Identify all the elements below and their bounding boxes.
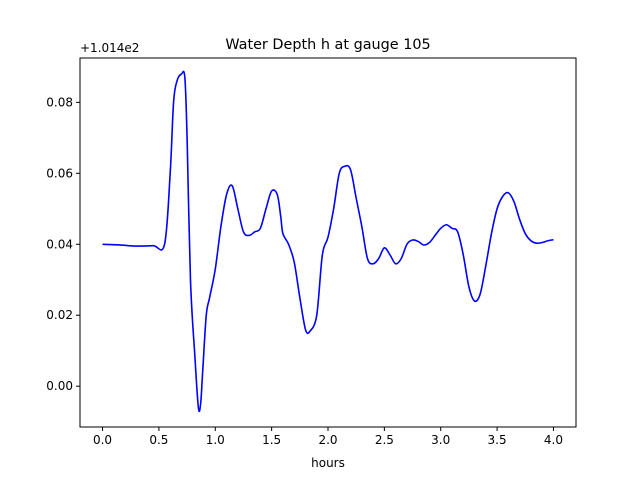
y-tick-label: 0.00 (46, 379, 73, 393)
x-tick-label: 3.0 (431, 433, 450, 447)
y-axis: 0.00 0.02 0.04 0.06 0.08 (46, 95, 80, 393)
series-line-0 (102, 70, 554, 413)
x-tick-label: 0.5 (149, 433, 168, 447)
x-tick-label: 2.0 (318, 433, 337, 447)
x-tick-label: 4.0 (544, 433, 563, 447)
x-axis-label: hours (311, 456, 345, 470)
series-layer (102, 70, 554, 413)
plot-background (80, 58, 576, 427)
y-tick-label: 0.06 (46, 166, 73, 180)
y-tick-label: 0.08 (46, 95, 73, 109)
x-tick-label: 1.5 (262, 433, 281, 447)
x-tick-label: 2.5 (375, 433, 394, 447)
y-tick-label: 0.04 (46, 237, 73, 251)
x-tick-label: 3.5 (488, 433, 507, 447)
y-offset-label: +1.014e2 (80, 41, 139, 55)
x-tick-label: 1.0 (206, 433, 225, 447)
plot-area (79, 57, 577, 428)
y-tick-label: 0.02 (46, 308, 73, 322)
x-tick-label: 0.0 (93, 433, 112, 447)
x-axis: 0.0 0.5 1.0 1.5 2.0 2.5 3.0 3.5 4.0 (93, 427, 563, 447)
chart-title: Water Depth h at gauge 105 (225, 37, 430, 53)
